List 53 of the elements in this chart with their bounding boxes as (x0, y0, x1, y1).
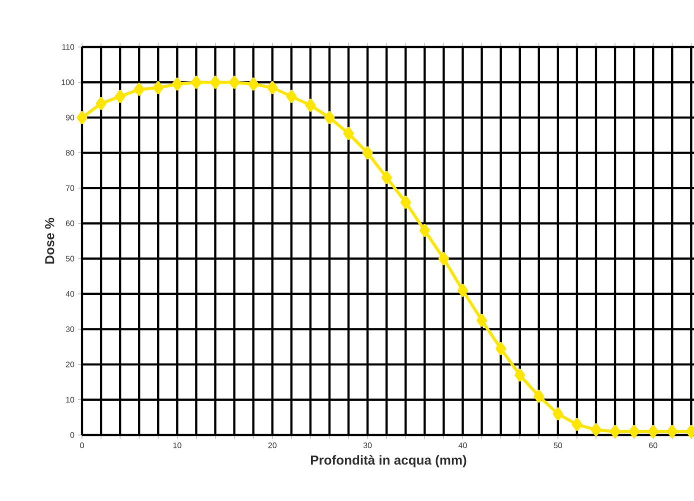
y-tick-label: 30 (66, 326, 74, 332)
point (229, 76, 240, 89)
point (96, 96, 106, 110)
x-axis-title: Profondità in acqua (mm) (311, 455, 466, 468)
point (628, 424, 640, 438)
y-tick-label: 40 (66, 291, 74, 297)
point (248, 78, 259, 91)
point (114, 90, 126, 103)
point (648, 424, 658, 438)
point (362, 146, 373, 160)
point (267, 81, 278, 94)
point (572, 418, 582, 431)
point (534, 390, 544, 403)
y-tick-label: 10 (66, 396, 74, 403)
x-tick-label: 50 (554, 442, 562, 448)
y-tick-label: 60 (66, 220, 74, 226)
x-tick-label: 10 (173, 442, 182, 448)
point (134, 82, 144, 96)
point (610, 424, 620, 438)
y-tick-label: 50 (66, 256, 74, 262)
point (438, 252, 449, 266)
point (590, 423, 602, 436)
point (324, 111, 335, 124)
y-tick-label: 70 (66, 185, 74, 191)
point (476, 314, 488, 327)
point (286, 90, 297, 103)
point (381, 171, 392, 184)
y-tick-label: 20 (66, 362, 74, 368)
point (666, 424, 678, 438)
x-tick-label: 20 (268, 442, 277, 448)
point (172, 78, 182, 91)
point (76, 111, 88, 124)
point (400, 196, 411, 209)
y-tick-label: 80 (66, 150, 74, 156)
x-tick-label: 0 (80, 442, 84, 448)
y-axis-title: Dose % (45, 218, 54, 264)
x-tick-label: 40 (458, 442, 467, 448)
point (305, 98, 316, 112)
y-tick-label: 90 (66, 114, 74, 120)
point (210, 76, 221, 89)
point (514, 368, 526, 382)
y-tick-label: 0 (70, 432, 74, 438)
x-tick-label: 30 (363, 442, 372, 448)
point (190, 76, 202, 89)
y-tick-label: 100 (62, 79, 74, 86)
point (496, 342, 506, 356)
point (343, 126, 354, 140)
point (419, 224, 430, 237)
x-tick-label: 60 (649, 442, 658, 448)
y-tick-label: 110 (62, 44, 74, 50)
point (457, 284, 468, 297)
point (152, 81, 164, 94)
point (552, 407, 564, 420)
